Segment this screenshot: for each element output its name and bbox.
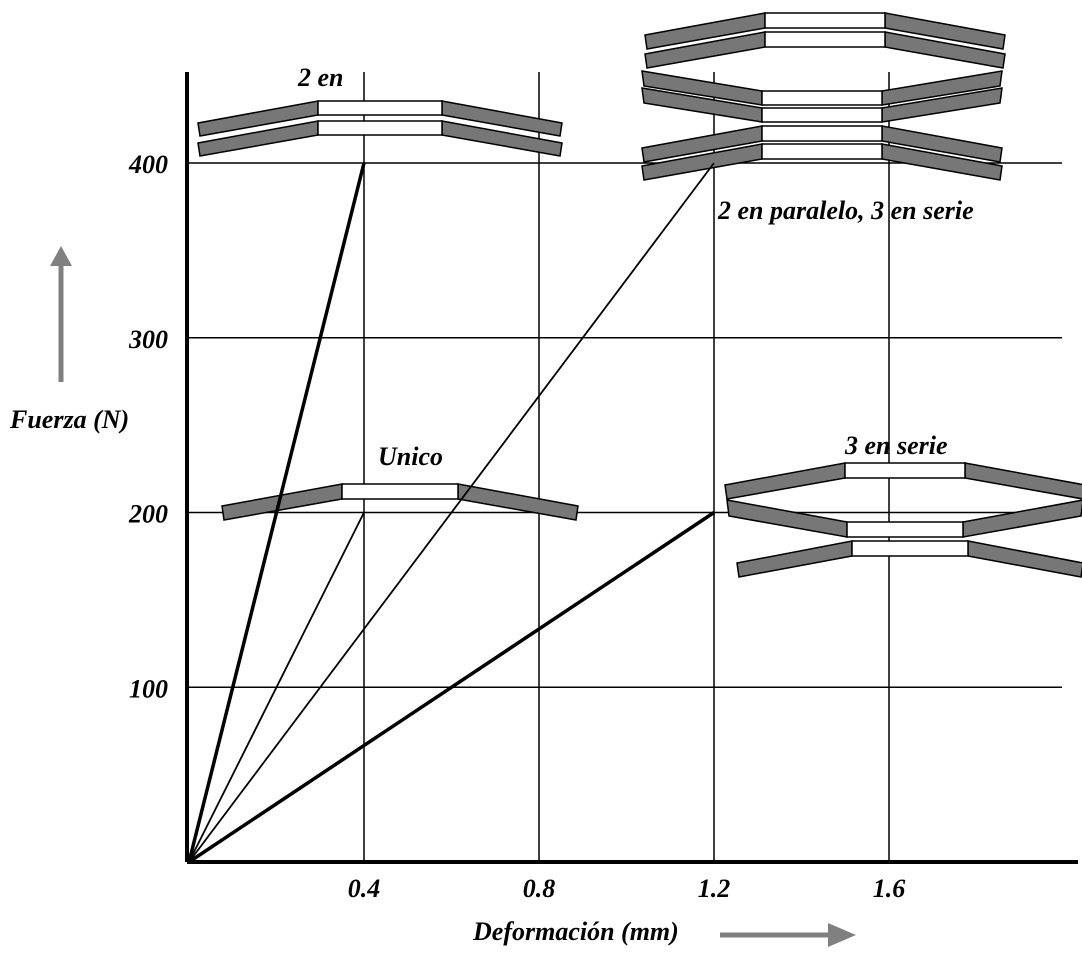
springs-layer [197,12,1082,578]
grid-layer [189,72,1062,862]
axis-layer [185,72,1078,864]
y-tick-label: 300 [128,325,168,354]
label-3serie: 3 en serie [844,431,948,460]
label-unico: Unico [378,442,443,471]
y-tick-label: 400 [128,150,168,179]
label-2par3ser: 2 en paralelo, 3 en serie [717,196,974,225]
disc-spring-icon [641,70,1003,106]
y-axis-arrow-icon [50,246,72,382]
disc-spring-icon [641,143,1003,181]
y-tick-label: 200 [128,500,168,529]
label-2en: 2 en [297,63,344,92]
x-tick-label: 0.8 [523,874,556,903]
disc-spring-icon [644,31,1006,69]
series-line [188,162,715,863]
x-axis-label: Deformación (mm) [472,917,679,946]
disc-spring-icon [736,540,1082,578]
disc-spring-icon [221,483,579,521]
disc-spring-icon [724,462,1082,500]
disc-spring-icon [197,100,563,137]
series-line [188,512,365,863]
y-tick-label: 100 [129,674,168,703]
series-line [188,511,715,864]
disc-spring-icon [641,87,1003,123]
disc-spring-icon [197,120,563,157]
x-axis-arrow-icon [720,923,856,947]
series-line [187,162,366,863]
x-tick-label: 0.4 [348,874,381,903]
tick-layer: 0.4 0.8 1.2 1.6 100 200 300 400 [128,150,905,903]
disc-spring-icon [726,499,1082,538]
disc-spring-icon [644,12,1006,50]
series-layer [187,162,715,864]
y-axis-label: Fuerza (N) [9,405,129,434]
x-tick-label: 1.2 [698,874,731,903]
x-tick-label: 1.6 [873,874,906,903]
disc-spring-icon [641,125,1003,163]
